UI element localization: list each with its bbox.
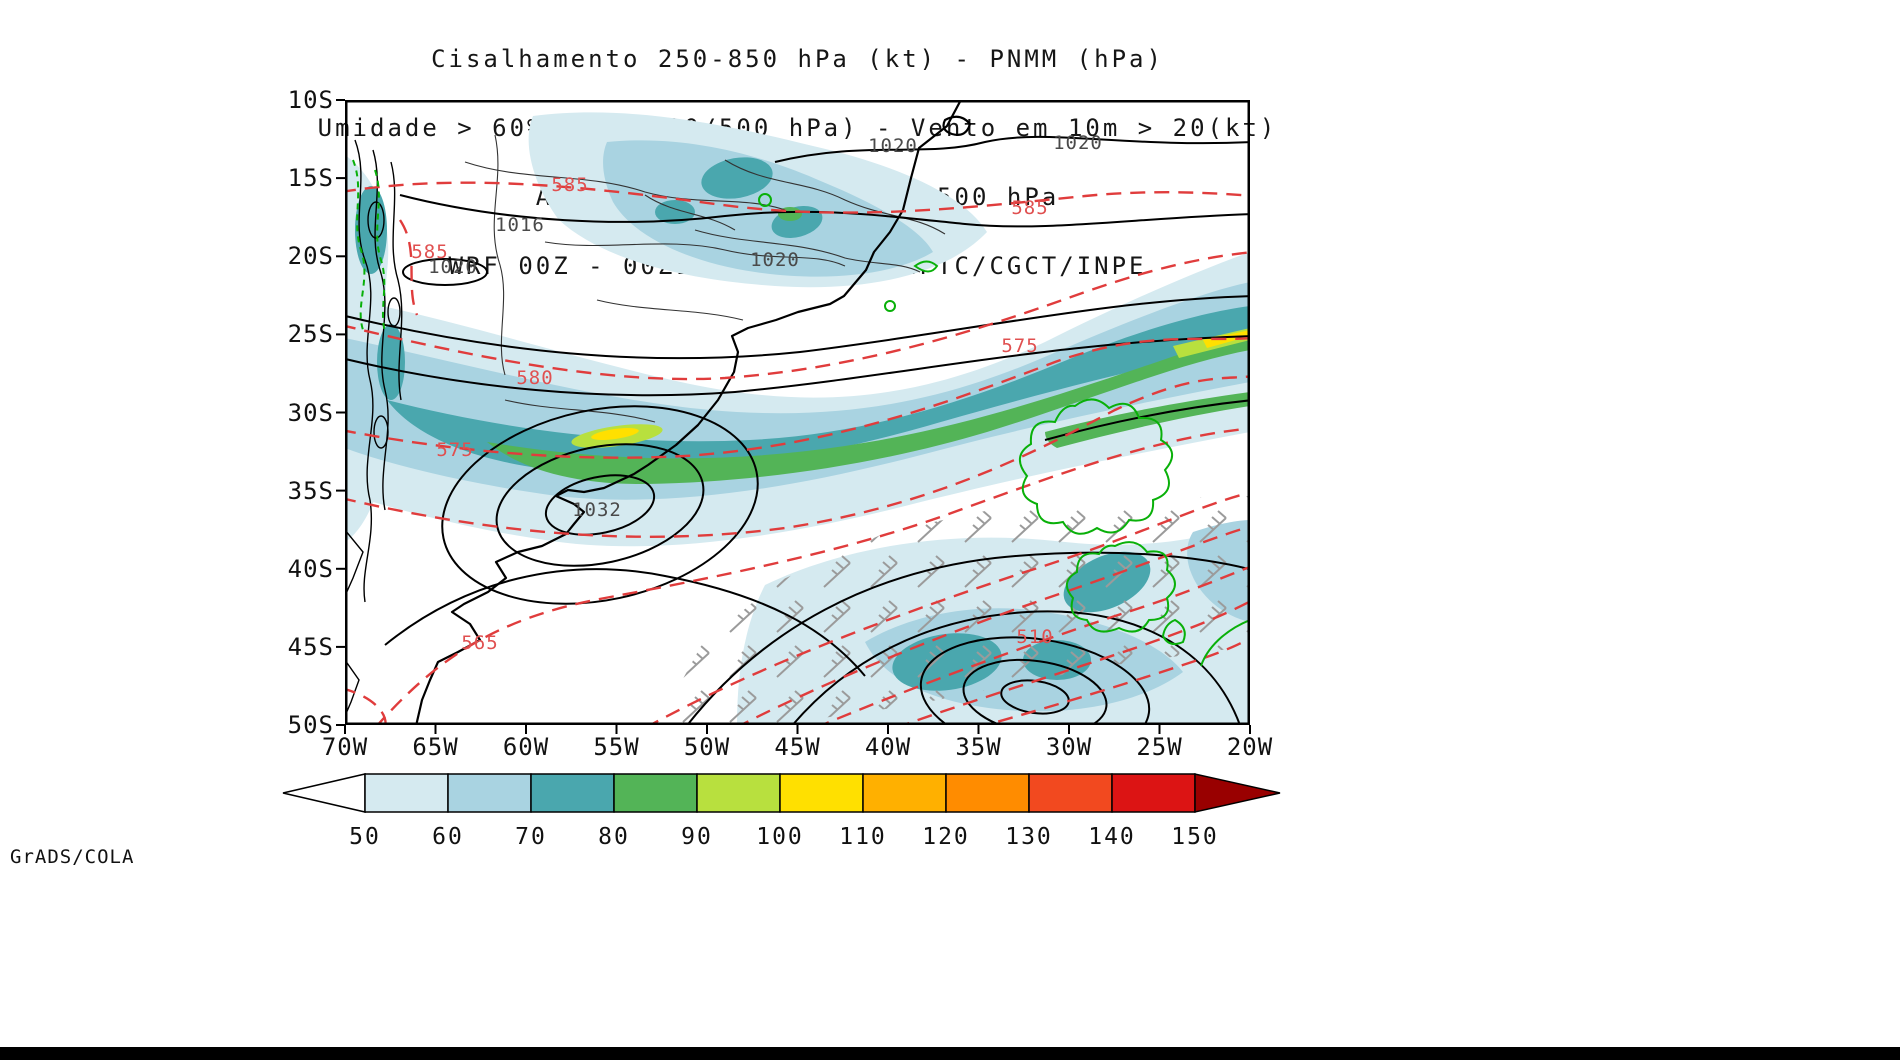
geopotential-label: 585: [411, 241, 449, 263]
colorbar-tick-label: 150: [1171, 824, 1219, 850]
colorbar: 50 60 70 80 90 100 110 120 130 140 150: [282, 773, 1281, 850]
lat-tick-label: 50S: [287, 711, 334, 739]
lat-tick-label: 15S: [287, 164, 334, 192]
lat-tick-label: 25S: [287, 320, 334, 348]
title-line-1: Cisalhamento 250-850 hPa (kt) - PNMM (hP…: [431, 45, 1164, 73]
lon-tick-label: 45W: [774, 733, 821, 761]
map-frame: [336, 99, 1251, 734]
lat-tick-label: 35S: [287, 477, 334, 505]
lon-tick-label: 30W: [1045, 733, 1093, 761]
colorbar-cell: [862, 773, 947, 813]
geopotential-label: 565: [461, 632, 499, 654]
geopotential-label: 585: [1011, 197, 1049, 219]
colorbar-tick-label: 70: [515, 824, 547, 850]
colorbar-cell: [779, 773, 864, 813]
colorbar-tick-label: 80: [598, 824, 630, 850]
colorbar-tick-label: 110: [839, 824, 887, 850]
colorbar-cell: [696, 773, 781, 813]
lon-tick-label: 55W: [593, 733, 640, 761]
lon-tick-label: 70W: [321, 733, 369, 761]
colorbar-tick-label: 50: [349, 824, 381, 850]
grads-credit: GrADS/COLA: [10, 846, 135, 868]
humidity-contours: [352, 159, 1250, 667]
lat-tick-label: 45S: [287, 633, 334, 661]
pressure-label: 1020: [868, 135, 918, 157]
lon-tick-label: 60W: [502, 733, 550, 761]
colorbar-tick-label: 100: [756, 824, 804, 850]
colorbar-tick-label: 60: [432, 824, 464, 850]
lon-tick-label: 20W: [1226, 733, 1274, 761]
colorbar-cell: [1028, 773, 1113, 813]
lat-tick-label: 20S: [287, 242, 334, 270]
colorbar-cell: [945, 773, 1030, 813]
colorbar-cell: [447, 773, 532, 813]
pressure-label: 1020: [1053, 132, 1103, 154]
colorbar-over-arrow: [1194, 773, 1281, 813]
bottom-bar: [0, 1047, 1900, 1060]
colorbar-tick-label: 120: [922, 824, 970, 850]
colorbar-under-arrow: [282, 773, 366, 813]
colorbar-tick-label: 140: [1088, 824, 1136, 850]
colorbar-cell: [1111, 773, 1196, 813]
geopotential-contours: [345, 181, 1250, 725]
lat-tick-label: 30S: [287, 399, 334, 427]
geopotential-label: 575: [436, 439, 474, 461]
lon-tick-label: 35W: [955, 733, 1002, 761]
colorbar-cell: [613, 773, 698, 813]
colorbar-cell: [530, 773, 615, 813]
axis-ticks: [336, 99, 1251, 734]
lon-tick-label: 50W: [683, 733, 731, 761]
geopotential-label: 580: [516, 367, 554, 389]
lat-tick-label: 40S: [287, 555, 334, 583]
land-borders: [464, 134, 946, 423]
geopotential-label: 585: [551, 174, 589, 196]
pressure-label: 1016: [495, 214, 545, 236]
lon-tick-label: 25W: [1136, 733, 1183, 761]
andes-contours: [345, 139, 403, 717]
pressure-label: 1020: [750, 249, 800, 271]
lon-tick-label: 40W: [864, 733, 912, 761]
coastline: [415, 100, 972, 725]
pressure-label: 1032: [572, 499, 622, 521]
lon-tick-label: 65W: [412, 733, 459, 761]
lat-tick-label: 10S: [287, 86, 334, 114]
colorbar-tick-label: 130: [1005, 824, 1053, 850]
geopotential-label: 510: [1016, 626, 1054, 648]
colorbar-tick-label: 90: [681, 824, 713, 850]
map-plot-area: 585 585 585 580 575 575 565 510 1016 102…: [336, 99, 1251, 734]
map-svg: [336, 99, 1251, 734]
pressure-label: 1020: [428, 256, 478, 278]
colorbar-cell: [364, 773, 449, 813]
geopotential-label: 575: [1001, 335, 1039, 357]
